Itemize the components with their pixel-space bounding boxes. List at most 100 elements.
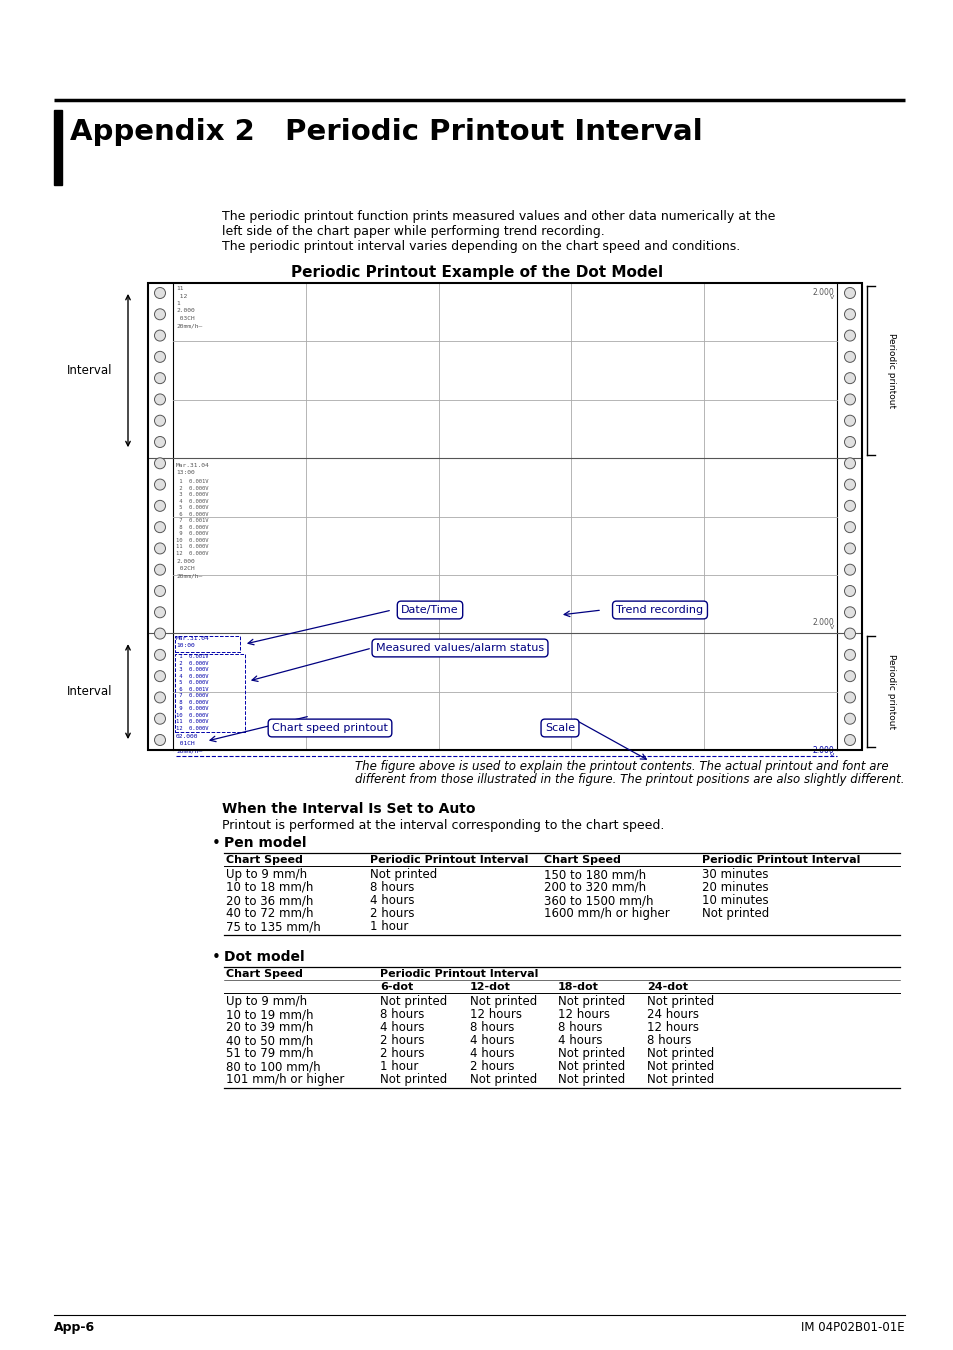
Bar (172, 284, 836, 751)
Text: 7  0.000V: 7 0.000V (175, 694, 209, 698)
Text: 12 hours: 12 hours (558, 1008, 609, 1021)
Text: 2  0.000V: 2 0.000V (175, 486, 209, 490)
Text: 18-dot: 18-dot (558, 981, 598, 992)
Text: 1  0.001V: 1 0.001V (175, 479, 209, 485)
Circle shape (843, 394, 855, 405)
Text: 13:00: 13:00 (175, 470, 194, 475)
Circle shape (843, 649, 855, 660)
Text: 75 to 135 mm/h: 75 to 135 mm/h (226, 919, 320, 933)
Text: Not printed: Not printed (646, 1048, 714, 1060)
Bar (174, 655, 245, 732)
Text: Up to 9 mm/h: Up to 9 mm/h (226, 868, 307, 882)
Bar (836, 284, 862, 751)
Circle shape (843, 329, 855, 342)
Text: Printout is performed at the interval corresponding to the chart speed.: Printout is performed at the interval co… (222, 819, 663, 832)
Circle shape (154, 416, 165, 427)
Text: Interval: Interval (67, 686, 112, 698)
Text: 03CH: 03CH (175, 316, 194, 321)
Text: 11  0.000V: 11 0.000V (175, 544, 209, 549)
Circle shape (843, 713, 855, 724)
Text: Not printed: Not printed (470, 995, 537, 1008)
Text: 1 hour: 1 hour (379, 1060, 418, 1073)
Bar (174, 636, 240, 652)
Text: 8  0.000V: 8 0.000V (175, 525, 209, 529)
Text: 12-dot: 12-dot (470, 981, 511, 992)
Text: Not printed: Not printed (379, 995, 447, 1008)
Text: 4 hours: 4 hours (470, 1048, 514, 1060)
Text: 40 to 50 mm/h: 40 to 50 mm/h (226, 1034, 313, 1048)
Circle shape (154, 309, 165, 320)
Circle shape (843, 671, 855, 682)
Text: Chart Speed: Chart Speed (543, 855, 620, 865)
Text: 2.000: 2.000 (811, 618, 833, 628)
Text: 8 hours: 8 hours (470, 1021, 514, 1034)
Text: 2 hours: 2 hours (470, 1060, 514, 1073)
Text: 10  0.000V: 10 0.000V (175, 537, 209, 543)
Circle shape (843, 564, 855, 575)
Text: 20 to 36 mm/h: 20 to 36 mm/h (226, 894, 313, 907)
Text: Not printed: Not printed (646, 1073, 714, 1085)
Bar (148, 284, 862, 751)
Text: 150 to 180 mm/h: 150 to 180 mm/h (543, 868, 645, 882)
Text: 12 hours: 12 hours (646, 1021, 699, 1034)
Circle shape (154, 394, 165, 405)
Text: 2  0.000V: 2 0.000V (175, 660, 209, 666)
Text: The periodic printout interval varies depending on the chart speed and condition: The periodic printout interval varies de… (222, 240, 740, 252)
Text: 20 minutes: 20 minutes (701, 882, 768, 894)
Text: 10 to 19 mm/h: 10 to 19 mm/h (226, 1008, 314, 1021)
Text: V: V (829, 296, 833, 300)
Text: 8 hours: 8 hours (646, 1034, 691, 1048)
Text: 20mm/h—: 20mm/h— (175, 324, 202, 328)
Text: 4 hours: 4 hours (558, 1034, 602, 1048)
Circle shape (843, 501, 855, 512)
Text: •: • (212, 836, 221, 850)
Text: 4 hours: 4 hours (379, 1021, 424, 1034)
Text: Scale: Scale (544, 724, 575, 733)
Text: 3  0.000V: 3 0.000V (175, 667, 209, 672)
Circle shape (154, 543, 165, 554)
Text: 12 hours: 12 hours (470, 1008, 521, 1021)
Circle shape (843, 288, 855, 298)
Circle shape (843, 416, 855, 427)
Text: 02CH: 02CH (175, 566, 194, 571)
Text: 8  0.000V: 8 0.000V (175, 699, 209, 705)
Text: 6-dot: 6-dot (379, 981, 413, 992)
Text: 9  0.000V: 9 0.000V (175, 706, 209, 711)
Text: 2.000: 2.000 (811, 288, 833, 297)
Text: When the Interval Is Set to Auto: When the Interval Is Set to Auto (222, 802, 475, 815)
Text: 2.000: 2.000 (811, 747, 833, 755)
Text: Pen model: Pen model (224, 836, 306, 850)
Text: IM 04P02B01-01E: IM 04P02B01-01E (801, 1322, 904, 1334)
Text: V: V (829, 753, 833, 759)
Text: Periodic Printout Interval: Periodic Printout Interval (701, 855, 860, 865)
Text: Chart Speed: Chart Speed (226, 969, 302, 979)
Text: 30 minutes: 30 minutes (701, 868, 768, 882)
Circle shape (843, 436, 855, 447)
Text: App-6: App-6 (54, 1322, 95, 1334)
Circle shape (154, 373, 165, 383)
Circle shape (843, 521, 855, 533)
Text: 24 hours: 24 hours (646, 1008, 699, 1021)
Text: Not printed: Not printed (370, 868, 436, 882)
Circle shape (154, 671, 165, 682)
Circle shape (843, 734, 855, 745)
Text: 8 hours: 8 hours (379, 1008, 424, 1021)
Text: 5  0.000V: 5 0.000V (175, 680, 209, 686)
Text: different from those illustrated in the figure. The printout positions are also : different from those illustrated in the … (355, 774, 903, 786)
Text: 12  0.000V: 12 0.000V (175, 726, 209, 730)
Circle shape (154, 521, 165, 533)
Text: 4  0.000V: 4 0.000V (175, 498, 209, 504)
Text: Trend recording: Trend recording (616, 605, 702, 616)
Text: 2.000: 2.000 (175, 309, 194, 313)
Text: 8 hours: 8 hours (558, 1021, 601, 1034)
Text: Not printed: Not printed (379, 1073, 447, 1085)
Text: Mar.31.04: Mar.31.04 (175, 636, 210, 641)
Circle shape (154, 288, 165, 298)
Text: 4 hours: 4 hours (370, 894, 414, 907)
Circle shape (154, 734, 165, 745)
Text: Not printed: Not printed (646, 1060, 714, 1073)
Text: Mar.31.04: Mar.31.04 (175, 463, 210, 468)
Circle shape (843, 628, 855, 639)
Text: 4  0.000V: 4 0.000V (175, 674, 209, 679)
Text: •: • (212, 950, 221, 965)
